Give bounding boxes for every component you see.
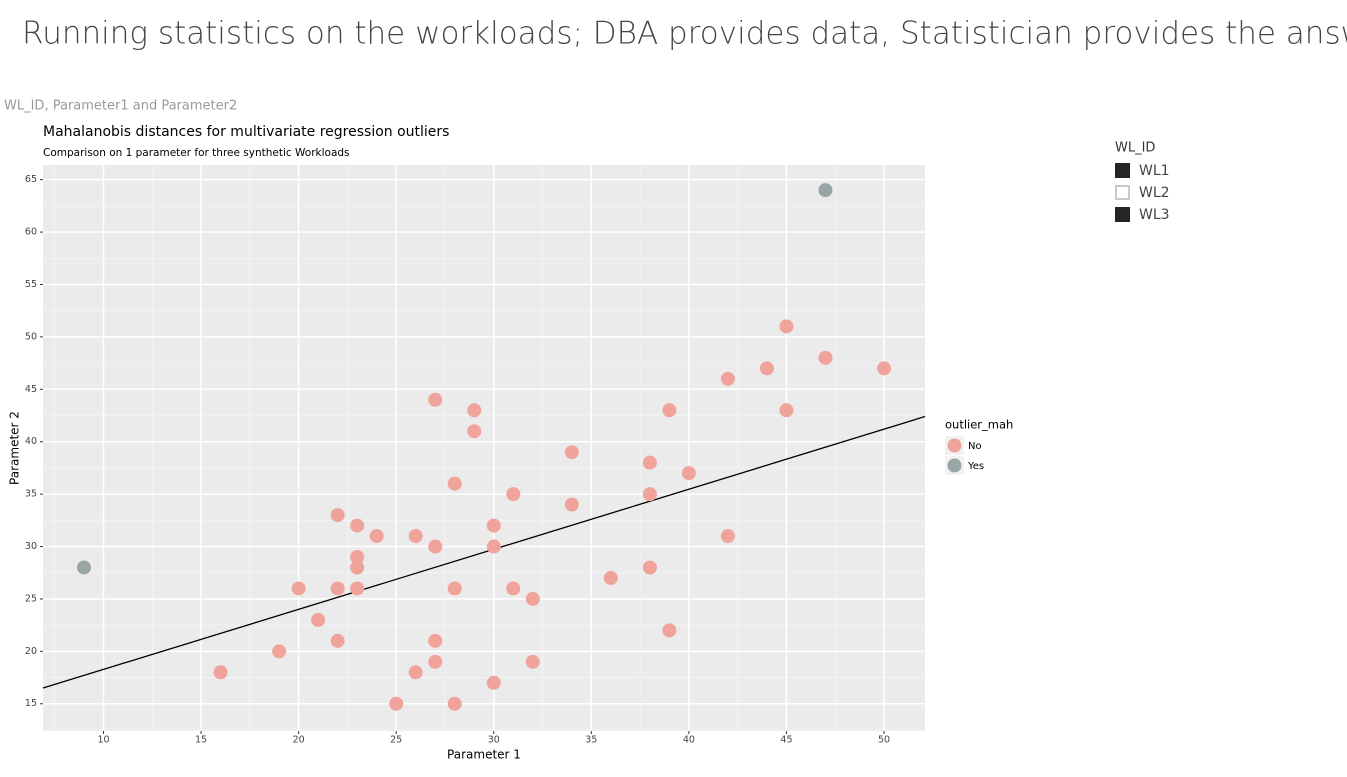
- point: [330, 508, 345, 523]
- y-tick-label: 60: [25, 227, 37, 238]
- x-tick-label: 10: [97, 735, 109, 746]
- point: [779, 403, 794, 418]
- legend-marker: [947, 458, 962, 473]
- x-axis-title: Parameter 1: [447, 748, 521, 762]
- point: [467, 403, 482, 418]
- point: [759, 361, 774, 376]
- point: [408, 665, 423, 680]
- point: [330, 633, 345, 648]
- point: [818, 350, 833, 365]
- y-tick-label: 35: [25, 489, 37, 500]
- point: [681, 466, 696, 481]
- y-tick-label: 25: [25, 593, 37, 604]
- x-tick-label: 45: [780, 735, 792, 746]
- point: [428, 633, 443, 648]
- point: [564, 497, 579, 512]
- chart-subtitle: Comparison on 1 parameter for three synt…: [43, 147, 350, 159]
- slicer-item-label[interactable]: WL3: [1139, 207, 1170, 223]
- point: [662, 403, 677, 418]
- x-tick-label: 15: [195, 735, 207, 746]
- visual-label: WL_ID, Parameter1 and Parameter2: [4, 99, 237, 114]
- slicer-item-label[interactable]: WL1: [1139, 163, 1170, 179]
- point: [350, 518, 365, 533]
- slicer-title: WL_ID: [1115, 141, 1155, 156]
- point: [642, 487, 657, 502]
- point: [486, 539, 501, 554]
- point: [506, 487, 521, 502]
- point: [662, 623, 677, 638]
- slicer-item-label[interactable]: WL2: [1139, 185, 1170, 201]
- legend-label: No: [968, 441, 982, 452]
- point: [428, 654, 443, 669]
- point: [525, 654, 540, 669]
- legend-marker: [947, 438, 962, 453]
- y-tick-label: 65: [25, 174, 37, 185]
- legend-title: outlier_mah: [945, 418, 1013, 432]
- point: [603, 570, 618, 585]
- point: [564, 445, 579, 460]
- point: [76, 560, 91, 575]
- y-axis-title: Parameter 2: [8, 411, 22, 485]
- page-title: Running statistics on the workloads; DBA…: [22, 16, 1347, 52]
- point: [428, 392, 443, 407]
- trend-line: [42, 415, 926, 689]
- x-tick-label: 50: [878, 735, 890, 746]
- y-tick-label: 45: [25, 384, 37, 395]
- x-tick-label: 25: [390, 735, 402, 746]
- x-tick-label: 40: [683, 735, 695, 746]
- point: [525, 591, 540, 606]
- point: [311, 612, 326, 627]
- point: [350, 560, 365, 575]
- point: [877, 361, 892, 376]
- point: [272, 644, 287, 659]
- point: [467, 424, 482, 439]
- x-tick-label: 35: [585, 735, 597, 746]
- y-tick-label: 50: [25, 331, 37, 342]
- slicer-checkbox[interactable]: [1115, 163, 1130, 178]
- point: [642, 455, 657, 470]
- y-tick-label: 20: [25, 646, 37, 657]
- point: [291, 581, 306, 596]
- y-tick-label: 55: [25, 279, 37, 290]
- point: [447, 476, 462, 491]
- point: [350, 581, 365, 596]
- y-tick-label: 15: [25, 698, 37, 709]
- point: [720, 529, 735, 544]
- point: [506, 581, 521, 596]
- slicer-checkbox[interactable]: [1115, 207, 1130, 222]
- point: [447, 581, 462, 596]
- y-tick-label: 40: [25, 436, 37, 447]
- point: [447, 696, 462, 711]
- point: [720, 371, 735, 386]
- point: [350, 550, 365, 565]
- chart-title: Mahalanobis distances for multivariate r…: [43, 124, 449, 140]
- point: [213, 665, 228, 680]
- point: [330, 581, 345, 596]
- plot-panel: [43, 165, 925, 731]
- point: [369, 529, 384, 544]
- point: [428, 539, 443, 554]
- point: [642, 560, 657, 575]
- point: [486, 518, 501, 533]
- x-tick-label: 30: [488, 735, 500, 746]
- y-tick-label: 30: [25, 541, 37, 552]
- slicer-checkbox[interactable]: [1115, 185, 1130, 200]
- point: [818, 183, 833, 198]
- x-tick-label: 20: [293, 735, 305, 746]
- point: [779, 319, 794, 334]
- point: [389, 696, 404, 711]
- legend-label: Yes: [967, 461, 984, 472]
- point: [408, 529, 423, 544]
- point: [486, 675, 501, 690]
